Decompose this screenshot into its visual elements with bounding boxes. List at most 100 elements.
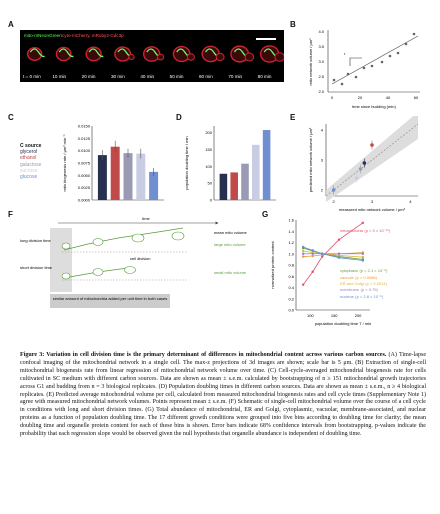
e-point — [370, 143, 374, 147]
timelapse-strip: mito-mNeonGreen cyto-mCherry, mRuby2-Cdc… — [20, 30, 285, 82]
ytick: 0 — [210, 198, 213, 203]
g-xtick: 200 — [355, 313, 362, 318]
ytick: 200 — [205, 130, 212, 135]
carbon-legend: C source glycerol ethanol galactose sucrose… — [20, 143, 41, 180]
panel-f-label: F — [8, 210, 13, 219]
b-ytick: 4.0 — [318, 29, 324, 34]
ytick: 0.0125 — [78, 136, 91, 141]
g-series-label: membrane (p = 0.79) — [340, 287, 379, 292]
g-xlabel: population doubling time T / min — [315, 321, 372, 326]
panel-d-label: D — [176, 113, 182, 122]
bar-glucose — [262, 130, 271, 200]
panel-g-chart: 0.0 0.2 0.4 0.6 0.8 1.0 1.2 1.4 1.6 100 150 200 popu… — [270, 218, 391, 327]
f-short-label: short division time — [20, 265, 53, 270]
ylabel: population doubling time / min — [184, 136, 189, 189]
g-ytick: 1.0 — [288, 251, 294, 256]
g-ytick: 0.8 — [288, 263, 294, 268]
g-point — [361, 221, 365, 225]
bar-ethanol — [230, 172, 238, 200]
g-ytick: 0.6 — [288, 274, 294, 279]
g-point — [321, 255, 324, 258]
timepoint-label: 30 min — [111, 74, 125, 79]
timelapse-frame: 20 min — [79, 30, 108, 82]
f-large-label: large mito volume — [214, 242, 246, 247]
panel-d-chart: 0 50 100 150 200 population doubling time / m… — [184, 126, 276, 203]
b-xtick: 20 — [358, 95, 363, 100]
legend-entry: sucrose — [20, 167, 38, 174]
timelapse-frame: 40 min — [137, 30, 166, 82]
ytick: 0.0075 — [78, 161, 91, 166]
legend-title: C source — [20, 143, 42, 149]
b-ytick: 3.5 — [318, 44, 324, 49]
g-series-label: ER and Golgi (p = 0.0014) — [340, 281, 388, 286]
caption-b: (B) Extraction of single-cell mitochondr… — [20, 359, 427, 374]
b-xtick: 60 — [414, 95, 419, 100]
e-xtick: 2 — [333, 199, 336, 204]
bar-galactose — [123, 153, 133, 200]
b-xtick: 0 — [331, 95, 334, 100]
f-time-label: time — [142, 216, 150, 221]
b-xtick: 40 — [386, 95, 391, 100]
e-ytick: 4 — [321, 128, 324, 133]
g-ytick: 0.2 — [288, 296, 294, 301]
timepoint-label: 20 min — [81, 74, 96, 79]
g-point — [337, 254, 341, 257]
e-xtick: 4 — [409, 199, 412, 204]
ytick: 50 — [208, 181, 213, 186]
timepoint-label: 40 min — [140, 74, 155, 79]
panel-c-label: C — [8, 113, 14, 122]
g-point — [337, 256, 341, 259]
g-point — [311, 249, 314, 252]
timelapse-frame: 30 min — [108, 30, 137, 82]
f-note: similar amount of mitochondria added per… — [53, 296, 168, 301]
caption-a: (A) Time-lapse confocal imaging of the m… — [20, 352, 427, 366]
legend-entry: glucose — [20, 174, 38, 181]
g-ytick: 1.6 — [288, 218, 294, 223]
b-ylabel: mito network volume / μm³ — [308, 38, 313, 86]
b-ytick: 3.0 — [318, 59, 324, 64]
ytick: 0.0050 — [78, 173, 91, 178]
timepoint-label: 70 min — [228, 74, 243, 79]
g-point — [311, 270, 314, 273]
g-ytick: 1.4 — [288, 229, 294, 234]
bar-glucose — [149, 171, 159, 200]
legend-entry: galactose — [20, 161, 42, 168]
bar-sucrose — [252, 144, 260, 200]
panel-a-label: A — [8, 20, 14, 29]
panel-c-chart: 0.0000 0.0025 0.0050 0.0075 0.0100 0.0125 0.01… — [62, 124, 164, 203]
ylabel: mito biogenesis rate / μm³ min⁻¹ — [62, 134, 67, 192]
g-point — [301, 249, 305, 253]
timelapse-frame: 50 min — [167, 30, 196, 82]
timelapse-frame: 80 min — [255, 30, 285, 82]
figure-caption: Figure 3: Variation in cell division tim… — [20, 352, 426, 439]
stain-label-green: mito-mNeonGreen — [24, 33, 62, 38]
b-xlabel: time since budding (min) — [352, 104, 396, 109]
e-xtick: 3 — [371, 199, 374, 204]
timelapse-frame: t = 0 min — [20, 30, 49, 82]
g-point — [361, 255, 365, 259]
e-point — [358, 167, 363, 171]
bar-sucrose — [136, 153, 146, 200]
g-series-label: cytoplasm (p = 2.1 × 10⁻⁸) — [340, 268, 388, 273]
g-ytick: 1.2 — [288, 240, 294, 245]
timepoint-label: t = 0 min — [23, 74, 41, 79]
g-ytick: 0.0 — [288, 308, 294, 313]
f-mean-label: mean mito volume — [214, 230, 247, 235]
bar-ethanol — [110, 146, 120, 200]
g-xtick: 150 — [331, 313, 338, 318]
ytick: 0.0100 — [78, 148, 91, 153]
caption-e: (E) Predicted average mitochondrial volu… — [20, 391, 427, 406]
panel-e-label: E — [290, 113, 296, 122]
timelapse-frame: 10 min — [49, 30, 78, 82]
g-point — [301, 283, 305, 286]
e-xlabel: measured mito network volume / μm³ — [339, 207, 406, 212]
b-slope-label: r — [344, 51, 346, 56]
e-point — [354, 176, 359, 180]
e-ytick: 3 — [321, 158, 324, 163]
g-point — [301, 252, 305, 255]
g-point — [301, 255, 305, 258]
ytick: 150 — [205, 147, 212, 152]
g-xtick: 100 — [307, 313, 314, 318]
